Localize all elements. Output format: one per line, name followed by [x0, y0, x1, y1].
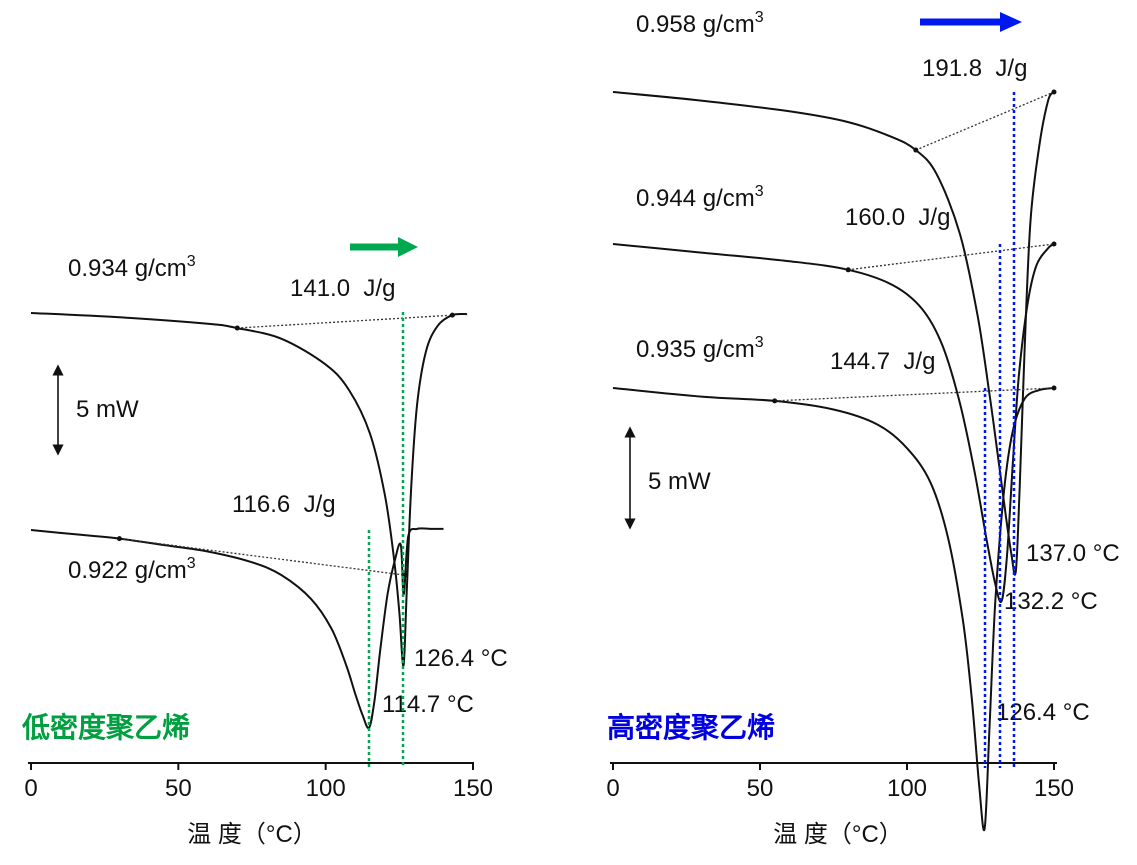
x-tick-label: 0 [24, 775, 37, 802]
panel-title: 高密度聚乙烯 [607, 711, 775, 743]
series-0922: 0.922 g/cm3 116.6 J/g 114.7 °C [30, 491, 474, 730]
peak-label-1322: 132.2 °C [1004, 588, 1098, 615]
x-tick-label: 50 [165, 775, 192, 802]
dsc-curve-0934 [30, 312, 468, 667]
x-axis-ticks: 0 50 100 150 [606, 763, 1074, 802]
scale-bar-label: 5 mW [648, 468, 711, 495]
x-tick-label: 150 [1034, 775, 1074, 802]
dsc-curve-0935 [612, 387, 1055, 832]
x-axis-label: 温 度（°C） [773, 821, 903, 848]
baseline-endpoint [772, 398, 778, 404]
peak-label-1147: 114.7 °C [382, 691, 474, 718]
series-0934: 0.934 g/cm3 141.0 J/g 126.4 °C [30, 253, 508, 672]
x-tick-label: 100 [306, 775, 346, 802]
baseline-0944 [848, 243, 1055, 271]
baseline-0958 [915, 91, 1055, 151]
x-axis-label: 温 度（°C） [187, 821, 317, 848]
scale-bar: 5 mW [52, 364, 139, 456]
peak-label-1370: 137.0 °C [1026, 540, 1120, 567]
enthalpy-label-0935: 144.7 J/g [830, 348, 935, 375]
density-label-0944: 0.944 g/cm3 [636, 183, 764, 212]
enthalpy-label-0922: 116.6 J/g [232, 491, 336, 518]
enthalpy-label-0934: 141.0 J/g [290, 275, 395, 302]
enthalpy-label-0944: 160.0 J/g [845, 204, 950, 231]
peak-label-1264: 126.4 °C [996, 699, 1090, 726]
baseline-endpoint [1051, 385, 1057, 391]
peak-label-1264: 126.4 °C [414, 645, 508, 672]
baseline-endpoint [1051, 241, 1057, 247]
baseline-endpoint [845, 267, 851, 273]
density-label-0958: 0.958 g/cm3 [636, 9, 764, 38]
dsc-curve-0944 [612, 243, 1055, 603]
scale-bar: 5 mW [624, 426, 711, 530]
x-tick-label: 50 [747, 775, 774, 802]
density-label-0922: 0.922 g/cm3 [68, 555, 196, 584]
right-panel: 0 50 100 150 温 度（°C） 高密度聚乙烯 5 mW 0.958 g/cm… [606, 9, 1119, 848]
baseline-0934 [237, 314, 453, 329]
dsc-curve-0922 [30, 527, 444, 730]
baseline-endpoint [449, 312, 455, 318]
panel-title: 低密度聚乙烯 [21, 711, 190, 743]
x-tick-label: 0 [606, 775, 619, 802]
density-label-0934: 0.934 g/cm3 [68, 253, 196, 282]
left-panel: 0 50 100 150 温 度（°C） 低密度聚乙烯 5 mW 0.934 g/cm… [21, 237, 508, 848]
enthalpy-label-0958: 191.8 J/g [922, 55, 1027, 82]
density-label-0935: 0.935 g/cm3 [636, 334, 764, 363]
baseline-endpoint [116, 536, 122, 542]
baseline-0922 [119, 537, 406, 576]
series-0935: 0.935 g/cm3 144.7 J/g 126.4 °C [612, 334, 1090, 832]
baseline-endpoint [234, 325, 240, 331]
series-0944: 0.944 g/cm3 160.0 J/g 132.2 °C [612, 183, 1098, 615]
x-axis-ticks: 0 50 100 150 [24, 763, 493, 802]
baseline-0935 [774, 387, 1055, 402]
heating-direction-arrow [920, 12, 1022, 32]
series-0958: 0.958 g/cm3 191.8 J/g 137.0 °C [612, 9, 1120, 576]
x-tick-label: 100 [887, 775, 927, 802]
scale-bar-label: 5 mW [76, 396, 139, 423]
dsc-curve-0958 [612, 91, 1055, 576]
x-tick-label: 150 [453, 775, 493, 802]
heating-direction-arrow [350, 237, 418, 257]
baseline-endpoint [1051, 89, 1057, 95]
baseline-endpoint [913, 147, 919, 153]
